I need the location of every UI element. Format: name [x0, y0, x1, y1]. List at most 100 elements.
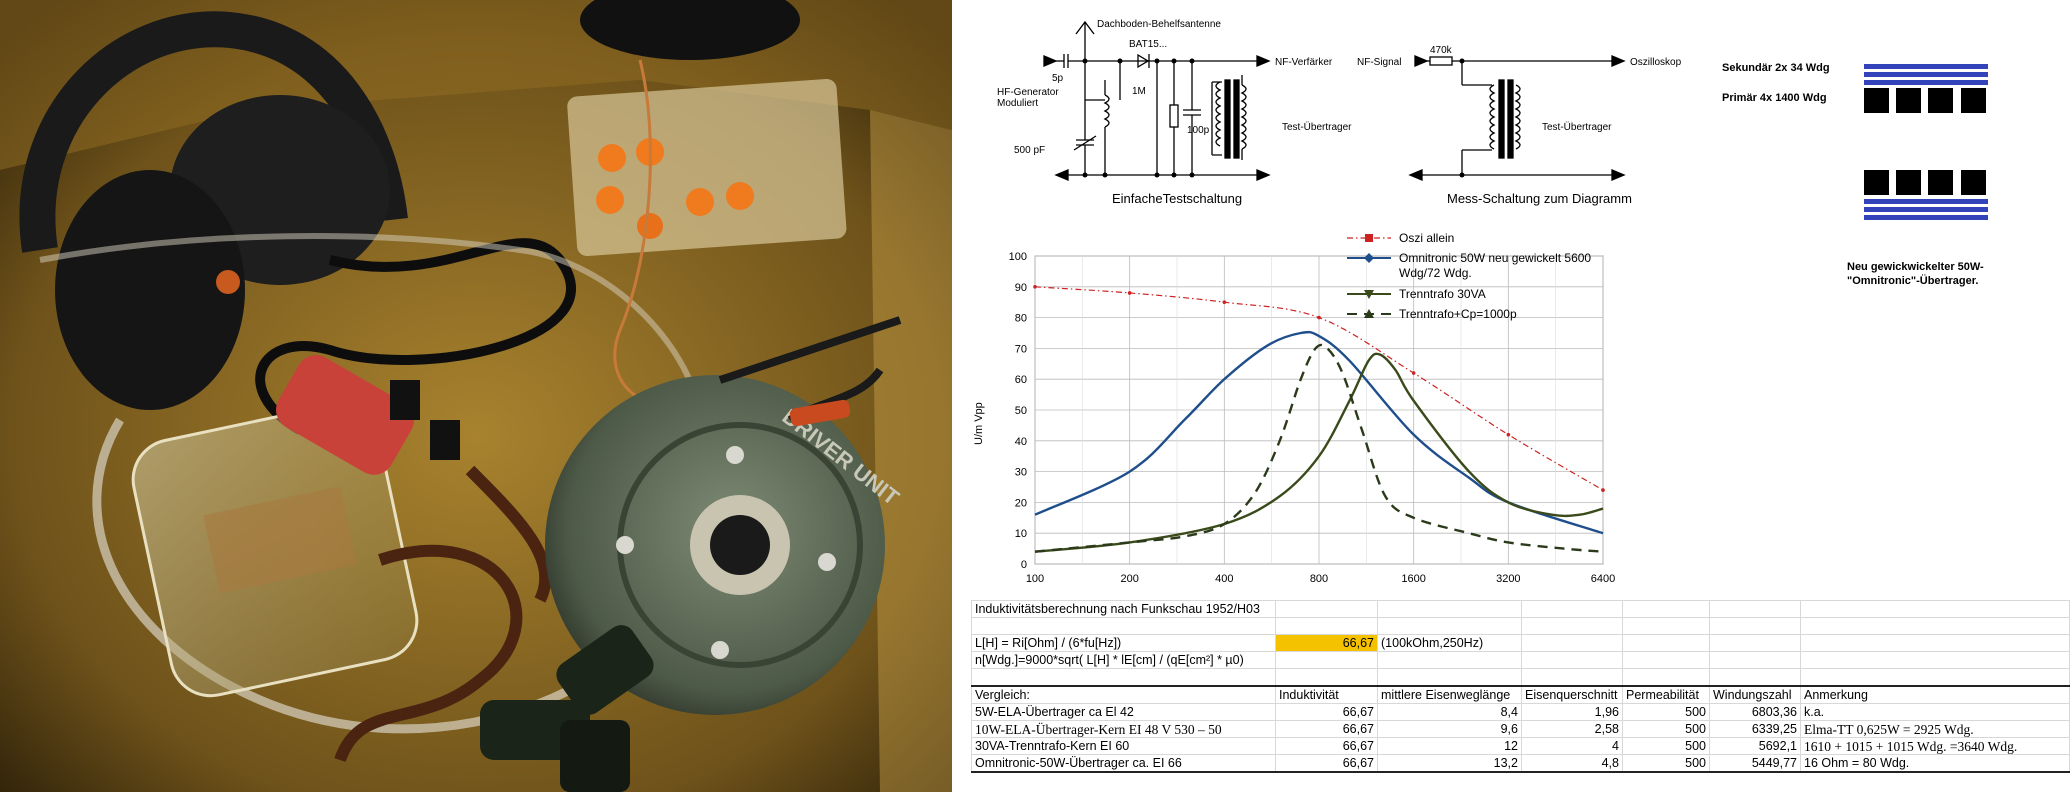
table-empty-row	[971, 617, 2070, 635]
secondary-winding-label: Sekundär 2x 34 Wdg	[1722, 62, 1830, 74]
earplug-case	[567, 78, 847, 257]
table-row: Omnitronic-50W-Übertrager ca. EI 66 66,6…	[971, 754, 2070, 773]
legend-marker	[1364, 253, 1374, 263]
workbench-photo: DRIVER UNIT	[0, 0, 952, 792]
chart-grid	[1034, 255, 1604, 565]
transformer-note: Neu gewickwickelter 50W- "Omnitronic"-Üb…	[1847, 260, 1984, 288]
series-point	[1033, 285, 1037, 289]
header-cell: Anmerkung	[1800, 685, 2070, 704]
note-line-2: "Omnitronic"-Übertrager.	[1847, 275, 1979, 287]
transformer-label-left: Test-Übertrager	[1282, 121, 1352, 133]
document-sheet: Dachboden-Behelfsantenne BAT15... 5p HF-…	[952, 0, 2070, 792]
table-cell: 66,67	[1275, 703, 1378, 721]
x-tick-label: 400	[1215, 573, 1233, 585]
table-cell: 500	[1622, 737, 1710, 755]
table-title: Induktivitätsberechnung nach Funkschau 1…	[971, 600, 1276, 618]
oscilloscope-label: Oszilloskop	[1630, 57, 1682, 68]
resistor-470k-label: 470k	[1430, 45, 1453, 56]
driver-screw	[616, 536, 634, 554]
formula-l-value: 66,67	[1275, 634, 1378, 652]
table-cell: 66,67	[1275, 754, 1378, 773]
driver-screw	[818, 553, 836, 571]
diode-label: BAT15...	[1129, 39, 1167, 50]
legend-label: Omnitronic 50W neu gewickelt 5600 Wdg/72 …	[1399, 251, 1591, 280]
table-cell: 30VA-Trenntrafo-Kern EI 60	[971, 737, 1276, 755]
earplug	[686, 188, 714, 216]
series-point	[1601, 488, 1605, 492]
legend-marker	[1365, 234, 1373, 242]
header-cell: Eisenquerschnitt	[1521, 685, 1623, 704]
table-cell: 9,6	[1377, 720, 1522, 738]
generator-label-1: HF-Generator	[997, 87, 1059, 98]
table-cell: 5W-ELA-Übertrager ca El 42	[971, 703, 1276, 721]
chart-legend: Oszi allein Omnitronic 50W neu gewickelt …	[1347, 231, 1591, 321]
table-cell: 4	[1521, 737, 1623, 755]
formula-n: n[Wdg.]=9000*sqrt( L[H] * lE[cm] / (qE[c…	[971, 651, 1276, 669]
x-tick-label: 3200	[1496, 573, 1520, 585]
y-tick-label: 90	[1015, 282, 1027, 294]
table-cell: 1,96	[1521, 703, 1623, 721]
header-cell: Induktivität	[1275, 685, 1378, 704]
header-cell: mittlere Eisenweglänge	[1377, 685, 1522, 704]
table-cell: 8,4	[1377, 703, 1522, 721]
legend-marker	[1364, 290, 1374, 299]
frequency-response-chart: 0 10 20 30 40 50 60 70 80 90 100 100 200 400 800 1600 32…	[973, 231, 1615, 585]
series-line-2	[1034, 330, 1604, 535]
table-cell: 12	[1377, 737, 1522, 755]
table-row: 10W-ELA-Übertrager-Kern EI 48 V 530 – 50…	[971, 720, 2070, 738]
jar-lid	[276, 355, 414, 475]
schematic-measurement	[1408, 55, 1626, 181]
y-tick-label: 80	[1015, 313, 1027, 325]
table-row: 30VA-Trenntrafo-Kern EI 60 66,67 12 4 50…	[971, 737, 2070, 755]
cap-tune-label: 500 pF	[1014, 145, 1045, 156]
driver-screw	[726, 446, 744, 464]
x-tick-label: 6400	[1591, 573, 1615, 585]
black-speaker-top	[580, 0, 800, 60]
y-tick-label: 50	[1015, 405, 1027, 417]
table-cell: 1610 + 1015 + 1015 Wdg. =3640 Wdg.	[1800, 737, 2070, 755]
clear-tube-2	[39, 233, 703, 411]
legend-label: Trenntrafo+Cp=1000p	[1399, 307, 1517, 321]
table-cell: Elma-TT 0,625W = 2925 Wdg.	[1800, 720, 2070, 738]
chart-series	[1033, 285, 1605, 553]
box-side	[870, 110, 952, 792]
x-tick-label: 100	[1026, 573, 1044, 585]
brown-cable	[334, 465, 552, 763]
table-cell: 13,2	[1377, 754, 1522, 773]
series-line-4	[1034, 343, 1604, 553]
x-tick-label: 1600	[1401, 573, 1425, 585]
jar-terminal	[390, 380, 420, 420]
table-title-row: Induktivitätsberechnung nach Funkschau 1…	[971, 600, 2070, 618]
cap-in-label: 5p	[1052, 73, 1064, 84]
red-clip	[789, 399, 851, 427]
table-cell: 10W-ELA-Übertrager-Kern EI 48 V 530 – 50	[971, 720, 1276, 738]
x-tick-label: 200	[1120, 573, 1138, 585]
black-cable	[255, 238, 576, 435]
note-line-1: Neu gewickwickelter 50W-	[1847, 261, 1984, 273]
tube-connector	[560, 720, 630, 792]
table-cell: 500	[1622, 703, 1710, 721]
table-row: 5W-ELA-Übertrager ca El 42 66,67 8,4 1,9…	[971, 703, 2070, 721]
table-cell: 6339,25	[1709, 720, 1801, 738]
primary-winding-label: Primär 4x 1400 Wdg	[1722, 92, 1827, 104]
table-cell: 500	[1622, 754, 1710, 773]
table-cell: 6803,36	[1709, 703, 1801, 721]
formula-l-row: L[H] = Ri[Ohm] / (6*fu[Hz]) 66,67 (100kO…	[971, 634, 2070, 652]
resistor-1m-label: 1M	[1132, 86, 1146, 97]
y-tick-label: 60	[1015, 374, 1027, 386]
generator-label-2: Moduliert	[997, 98, 1038, 109]
series-point	[1317, 315, 1321, 320]
winding-diagram-top	[1864, 64, 1988, 113]
schematic-measurement-dots	[1459, 58, 1465, 178]
header-cell: Permeabilität	[1622, 685, 1710, 704]
winding-diagram-bottom	[1864, 170, 1988, 220]
schematic-simple-test	[1043, 20, 1271, 181]
earplug	[726, 182, 754, 210]
ear-cup-bottom	[55, 170, 245, 410]
formula-n-row: n[Wdg.]=9000*sqrt( L[H] * lE[cm] / (qE[c…	[971, 651, 2070, 669]
nf-signal-label: NF-Signal	[1357, 57, 1401, 68]
transformer-label-right: Test-Übertrager	[1542, 121, 1612, 133]
series-point	[1127, 291, 1132, 295]
output-label-left: NF-Verfärker	[1275, 57, 1333, 68]
tube-connector	[556, 625, 654, 715]
